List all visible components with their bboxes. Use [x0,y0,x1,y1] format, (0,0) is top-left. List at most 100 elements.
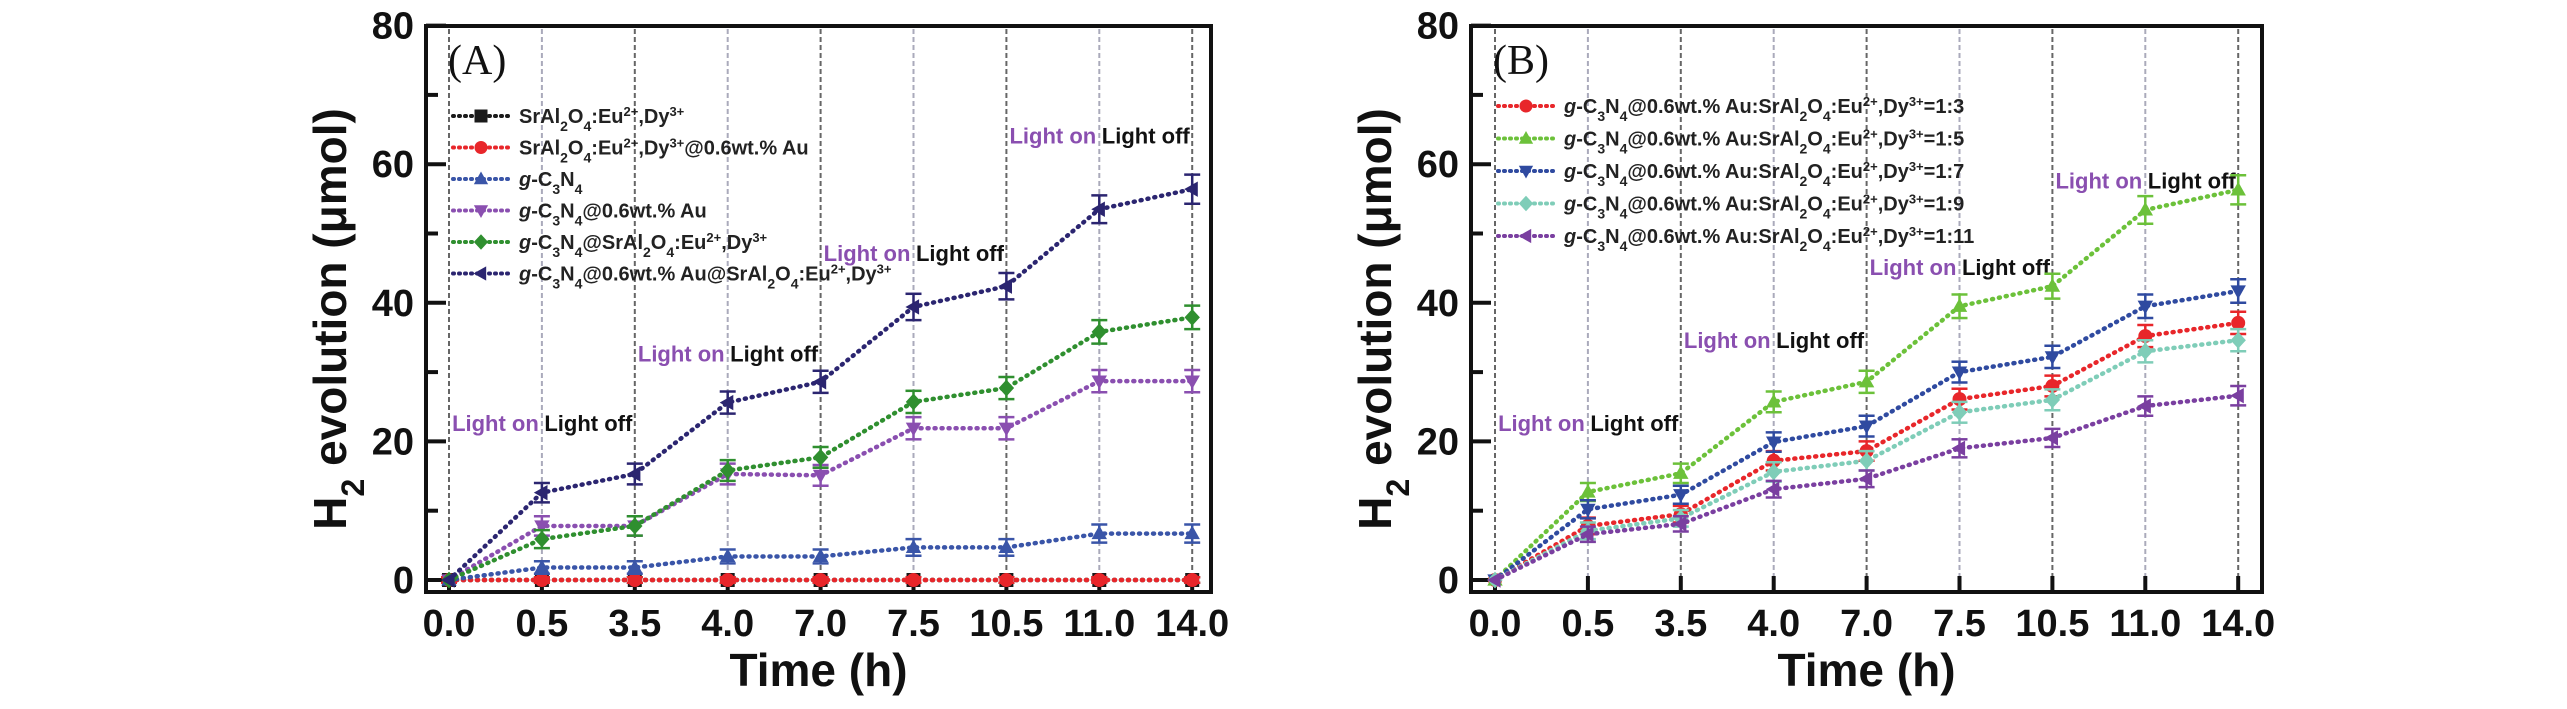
text-span: N [1605,194,1619,216]
text-span: O [1807,161,1823,183]
y-tick-label: 0 [393,560,414,602]
x-tick-label: 0.0 [423,603,476,645]
text-span: :Eu [591,106,623,128]
data-point [905,422,922,437]
text-span: 2 [560,150,568,166]
data-point [999,573,1014,587]
series-2 [441,573,1201,587]
legend-label: SrAl2O4:Eu2+,Dy3+@0.6wt.% Au [519,135,809,166]
light-on-annotation: Light on [824,241,911,266]
x-tick-label: 3.5 [608,603,661,645]
legend-marker [473,171,489,185]
data-point [533,484,548,501]
text-span: ,Dy [1878,129,1910,151]
data-point [2230,331,2246,349]
x-axis-title: Time (h) [1777,644,1955,696]
light-on-annotation: Light on [1684,328,1771,353]
legend-item: g-C3N4@0.6wt.% Au:SrAl2O4:Eu2+,Dy3+=1:5 [1496,126,1964,157]
x-tick-label: 11.0 [2109,603,2181,645]
legend-item: g-C3N4@0.6wt.% Au:SrAl2O4:Eu2+,Dy3+=1:7 [1496,159,1964,189]
data-point [2137,300,2153,315]
text-span: :Eu [591,138,623,160]
text-span: 4 [1823,173,1831,189]
data-point [534,520,550,534]
data-point [1951,403,1968,421]
text-span: O [568,106,584,128]
text-span: 3+ [1909,94,1924,109]
text-span: 2+ [1863,94,1878,109]
data-point [1184,525,1200,540]
text-span: N [1605,96,1619,118]
text-span: 3+ [877,261,892,276]
series-5 [1486,384,2247,588]
text-span: g [1563,161,1576,183]
text-span: @0.6wt.% Au [684,138,808,160]
series-6 [440,173,1201,588]
text-span: 2 [1800,108,1808,124]
text-span: =1:9 [1924,194,1965,216]
legend-item: SrAl2O4:Eu2+,Dy3+ [451,104,685,134]
text-span: 4 [1620,108,1628,124]
legend-marker [473,205,489,218]
y-tick-label: 20 [372,421,414,463]
text-span: 2 [1380,479,1416,497]
text-span: 4 [1823,238,1831,254]
light-on-annotation: Light on [452,411,539,436]
legend-item: g-C3N4@0.6wt.% Au@SrAl2O4:Eu2+,Dy3+ [451,261,892,292]
text-span: -C [1576,96,1597,118]
legend-item: g-C3N4@0.6wt.% Au [451,201,707,229]
legend-label: g-C3N4@0.6wt.% Au:SrAl2O4:Eu2+,Dy3+=1:5 [1563,126,1964,157]
text-span: 4 [1620,238,1628,254]
data-point [1672,516,1687,532]
text-span: g [1563,129,1576,151]
x-tick-label: 11.0 [1063,603,1135,645]
text-span: 4 [1823,206,1831,222]
light-off-annotation: Light off [730,342,819,367]
text-span: -C [1576,226,1597,248]
light-off-annotation: Light off [1590,411,1679,436]
light-off-annotation: Light off [916,241,1005,266]
data-point [998,539,1015,554]
text-span: O [1807,226,1823,248]
text-span: 4 [583,150,591,166]
light-off-annotation: Light off [1962,255,2051,280]
data-point [2230,387,2244,404]
text-span: 2 [1800,206,1808,222]
text-span: @0.6wt.% Au [582,201,706,223]
data-point [812,448,829,466]
text-span: 3 [1597,108,1605,124]
data-point [1091,201,1105,217]
text-span: :Eu [799,264,831,286]
data-point [627,517,643,535]
text-span: g [1563,96,1576,118]
panel-label: (A) [448,38,506,84]
text-span: g [518,169,531,191]
text-span: @0.6wt.% Au:SrAl [1627,226,1799,248]
text-span: -C [531,201,552,223]
text-span: 4 [791,276,799,292]
legend: g-C3N4@0.6wt.% Au:SrAl2O4:Eu2+,Dy3+=1:3g… [1496,94,1975,254]
text-span: O [775,264,791,286]
text-span: g [1563,226,1576,248]
text-span: 2 [560,118,568,134]
text-span: evolution (μmol) [304,108,356,479]
data-point [1858,452,1875,470]
text-span: ,Dy [1878,161,1910,183]
text-span: N [1605,226,1619,248]
text-span: :Eu [1831,161,1863,183]
data-point [1184,375,1200,390]
data-point [1091,323,1107,341]
text-span: 3 [552,276,560,292]
data-point [626,466,641,482]
legend-marker [1519,99,1533,113]
light-off-annotation: Light off [2148,168,2237,193]
text-span: =1:11 [1924,226,1975,248]
text-span: 3 [552,213,560,229]
text-span: 3 [1597,206,1605,222]
data-point [719,394,734,411]
text-span: 3+ [1909,126,1924,141]
text-span: 3+ [669,135,684,150]
legend-marker [1518,131,1534,144]
series-3 [1487,277,2247,589]
text-span: N [1605,129,1619,151]
